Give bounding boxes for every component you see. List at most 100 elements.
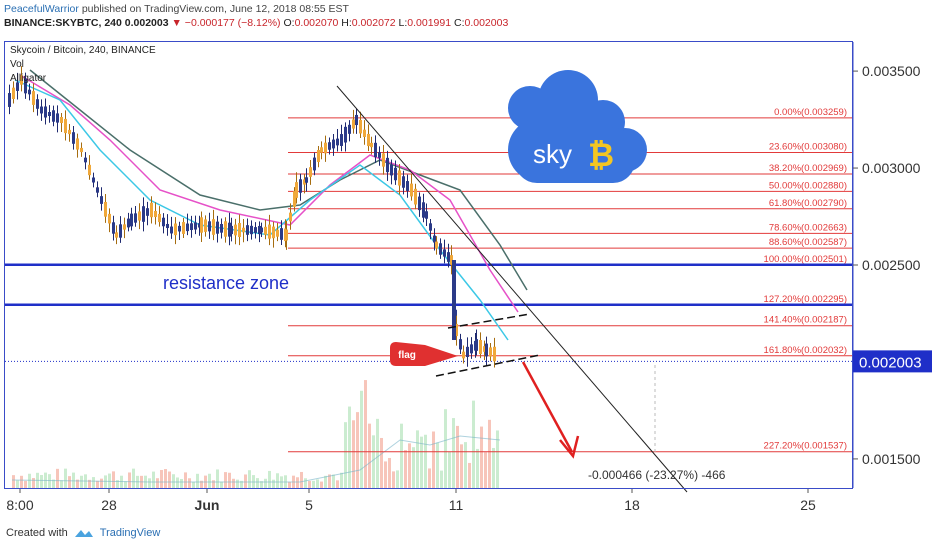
candle-body — [390, 164, 393, 176]
volume-bar — [452, 418, 455, 488]
volume-bar — [148, 478, 151, 488]
volume-bar — [336, 480, 339, 488]
volume-bar — [232, 478, 235, 488]
candle-body — [299, 179, 302, 193]
volume-bar — [360, 390, 363, 488]
candle-body — [435, 241, 438, 249]
volume-bar — [312, 480, 315, 488]
volume-bar — [352, 420, 355, 488]
candle-body — [483, 346, 486, 352]
candle-body — [76, 138, 79, 150]
candle-body — [293, 191, 296, 207]
author-link[interactable]: PeacefulWarrior — [4, 3, 79, 15]
time-axis-label: 5 — [305, 497, 313, 513]
volume-bar — [88, 479, 91, 488]
candle-body — [317, 149, 320, 163]
fib-level-label: 227.20%(0.001537) — [764, 441, 847, 452]
candle-body — [268, 224, 271, 239]
flag-lower-line — [435, 354, 541, 377]
volume-bar — [380, 437, 383, 488]
volume-bar — [56, 468, 59, 488]
candle-body — [324, 142, 327, 154]
volume-bar — [212, 480, 215, 488]
candle-body — [56, 113, 59, 123]
descending-trendline — [336, 85, 688, 493]
candle-body — [100, 196, 103, 204]
candle-body — [220, 224, 223, 233]
volume-bar — [68, 476, 71, 488]
candle-body — [170, 226, 173, 234]
flag-callout-label: flag — [398, 350, 416, 361]
volume-bar — [256, 478, 259, 488]
volume-bar — [332, 474, 335, 488]
candle-body — [134, 213, 137, 223]
fib-level-label: 127.20%(0.002295) — [764, 294, 847, 305]
volume-bar — [236, 479, 239, 488]
volume-bar — [328, 474, 331, 488]
indicator-vol[interactable]: Vol — [10, 59, 24, 70]
volume-bar — [64, 468, 67, 488]
chart-header: PeacefulWarrior published on TradingView… — [4, 2, 508, 30]
volume-bar — [456, 425, 459, 488]
volume-bar — [112, 471, 115, 488]
volume-bar — [448, 452, 451, 488]
candle-body — [462, 351, 465, 359]
candle-body — [418, 196, 421, 211]
volume-bar — [24, 480, 27, 488]
candle-body — [332, 139, 335, 149]
volume-bar — [20, 475, 23, 488]
resistance-zone-label: resistance zone — [163, 273, 289, 293]
volume-bar — [92, 477, 95, 488]
candle-body — [459, 339, 462, 350]
published-info: published on TradingView.com, June 12, 2… — [81, 3, 349, 15]
candle-body — [264, 226, 267, 235]
bitcoin-icon: ₿ — [588, 137, 614, 173]
candle-body — [224, 221, 227, 237]
candle-body — [48, 111, 51, 117]
volume-bar — [416, 430, 419, 488]
candle-body — [276, 229, 279, 237]
candle-body — [84, 157, 87, 163]
volume-bar — [480, 426, 483, 488]
candle-body — [24, 78, 27, 94]
tradingview-brand[interactable]: TradingView — [99, 527, 161, 539]
low-label: L: — [398, 17, 408, 29]
volume-bar — [368, 423, 371, 488]
volume-bar — [432, 431, 435, 488]
candle-body — [32, 91, 35, 105]
price-axis-label: 0.002500 — [862, 257, 921, 273]
volume-bar — [364, 380, 367, 488]
volume-bar — [468, 462, 471, 488]
candle-body — [378, 152, 381, 158]
candle-body — [470, 344, 473, 354]
candle-body — [162, 217, 165, 227]
candle-body — [433, 235, 436, 243]
volume-bar — [372, 435, 375, 488]
candle-body — [422, 202, 425, 218]
candle-body — [410, 183, 413, 197]
candle-body — [40, 106, 43, 114]
candle-body — [363, 129, 366, 137]
candle-body — [16, 82, 19, 91]
candle-body — [485, 343, 488, 357]
volume-bar — [488, 419, 491, 488]
fib-level-label: 161.80%(0.002032) — [764, 345, 847, 356]
high-value: 0.002072 — [351, 17, 396, 29]
indicator-alligator[interactable]: Alligator — [10, 73, 47, 84]
volume-bar — [60, 480, 63, 488]
close-value: 0.002003 — [464, 17, 509, 29]
candle-body — [142, 206, 145, 222]
candle-body — [394, 167, 397, 181]
candle-body — [198, 223, 201, 228]
candle-body — [12, 87, 15, 99]
volume-bar — [48, 474, 51, 488]
candle-body — [186, 223, 189, 232]
volume-bar — [436, 442, 439, 488]
candle-body — [20, 75, 23, 85]
volume-bar — [160, 469, 163, 488]
candle-body — [295, 182, 298, 198]
volume-bar — [108, 473, 111, 488]
candle-body — [313, 157, 316, 171]
candle-body — [250, 225, 253, 235]
